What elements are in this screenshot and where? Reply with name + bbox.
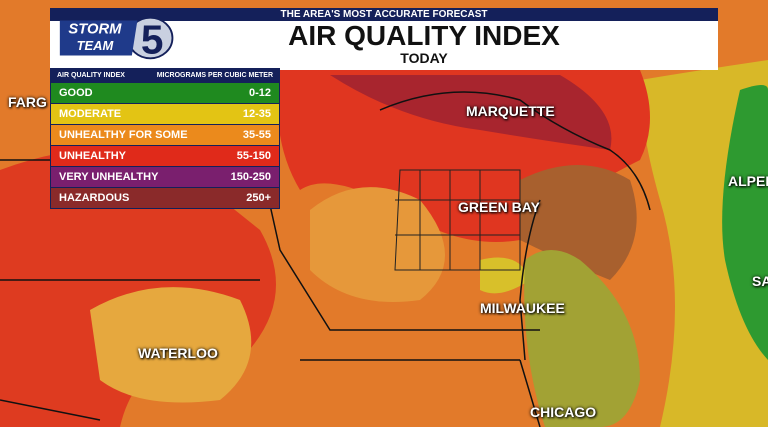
sensitive-region [90,287,252,403]
legend-range: 35-55 [242,129,271,141]
good-region [722,85,768,360]
legend-range: 55-150 [236,150,271,162]
legend-row: GOOD 0-12 [51,83,279,103]
logo: STORM TEAM 5 [59,17,174,62]
title: AIR QUALITY INDEX [288,20,560,51]
legend-label: UNHEALTHY FOR SOME [59,129,188,141]
legend-row: VERY UNHEALTHY 150-250 [51,167,279,187]
legend-label: MODERATE [59,108,122,120]
city-label: WATERLOO [138,345,218,361]
logo-text: TEAM [77,38,114,53]
logo-number: 5 [141,17,164,62]
legend-range: 0-12 [248,87,271,99]
logo-plate [59,20,138,56]
legend-label: UNHEALTHY [59,150,127,162]
city-label: ALPEN [728,173,768,189]
very-unhealthy-region [330,75,612,150]
city-label: SA [752,273,768,289]
legend-row: UNHEALTHY FOR SOME 35-55 [51,125,279,145]
lake-michigan [524,250,640,427]
tagline: THE AREA'S MOST ACCURATE FORECAST [50,8,718,21]
county-lines [394,169,521,271]
city-label: FARG [8,94,47,110]
city-label: GREEN BAY [458,199,540,215]
legend-header: AIR QUALITY INDEX MICROGRAMS PER CUBIC M… [51,69,279,82]
subtitle: TODAY [400,50,448,66]
legend-label: VERY UNHEALTHY [59,171,159,183]
city-label: MILWAUKEE [480,300,565,316]
sensitive-region-center [310,187,445,302]
legend-row: UNHEALTHY 55-150 [51,146,279,166]
moderate-region-milwaukee [480,257,530,294]
legend-label: GOOD [59,87,93,99]
unhealthy-region-west [0,147,276,427]
legend-label: HAZARDOUS [59,192,130,204]
legend-column: MICROGRAMS PER CUBIC METER [156,72,273,79]
legend-row: HAZARDOUS 250+ [51,188,279,208]
legend-row: MODERATE 12-35 [51,104,279,124]
header: THE AREA'S MOST ACCURATE FORECAST AIR QU… [50,8,718,70]
legend-column: AIR QUALITY INDEX [57,72,125,79]
legend: AIR QUALITY INDEX MICROGRAMS PER CUBIC M… [50,68,280,209]
logo-text: STORM [68,21,122,37]
city-label: CHICAGO [530,404,597,420]
city-label: MARQUETTE [466,103,555,119]
legend-range: 12-35 [242,108,271,120]
legend-range: 150-250 [230,171,271,183]
legend-range: 250+ [246,192,271,204]
